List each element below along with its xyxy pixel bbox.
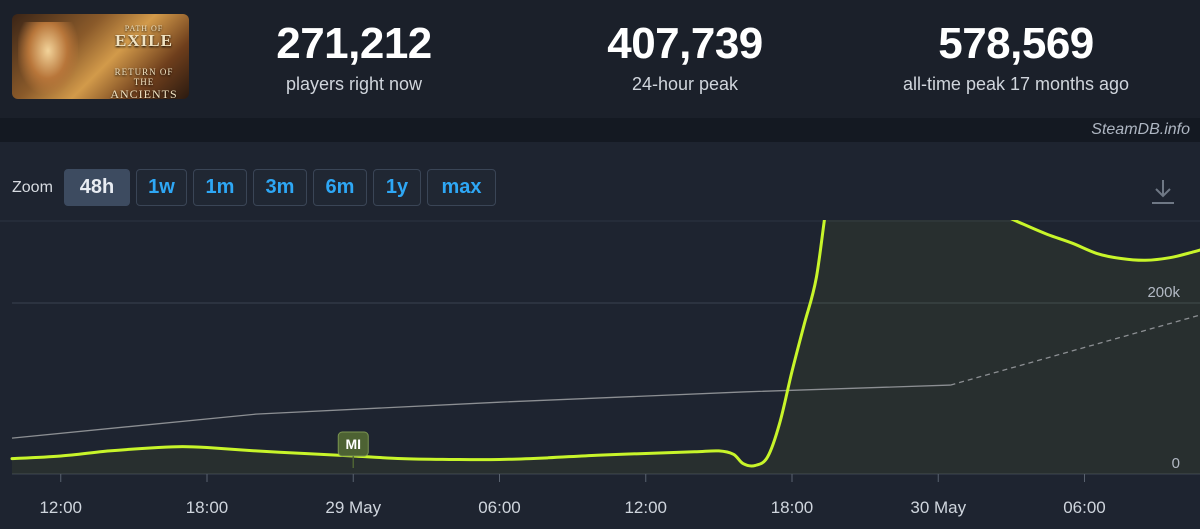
zoom-button-6m[interactable]: 6m bbox=[313, 169, 367, 206]
logo-line-3: RETURN OF THE bbox=[114, 67, 174, 87]
x-tick-label: 29 May bbox=[325, 498, 381, 517]
y-tick-label: 0 bbox=[1172, 455, 1180, 472]
stat-all-time-peak: 578,569 all-time peak 17 months ago bbox=[880, 20, 1152, 95]
x-tick-label: 30 May bbox=[910, 498, 966, 517]
cover-figure bbox=[18, 22, 78, 94]
stat-label: players right now bbox=[285, 74, 423, 94]
x-tick-label: 06:00 bbox=[478, 498, 521, 517]
chart-annotations: MI bbox=[337, 431, 369, 468]
chart-y-axis: 0200k400k bbox=[1147, 284, 1180, 472]
stat-label: 24-hour peak bbox=[631, 74, 739, 94]
chart-grid bbox=[12, 302, 1200, 475]
credit-strip: SteamDB.info bbox=[0, 118, 1200, 142]
zoom-button-1w[interactable]: 1w bbox=[136, 169, 187, 206]
series-area-fill bbox=[12, 220, 1200, 474]
stat-label: all-time peak 17 months ago bbox=[902, 74, 1130, 94]
download-icon[interactable] bbox=[1150, 178, 1176, 206]
stat-value: 271,212 bbox=[276, 19, 432, 68]
zoom-button-3m[interactable]: 3m bbox=[253, 169, 307, 206]
stats-header: PATH OF EXILE RETURN OF THE ANCIENTS 271… bbox=[0, 0, 1200, 118]
cover-logo: PATH OF EXILE RETURN OF THE ANCIENTS bbox=[104, 24, 184, 99]
logo-line-1: PATH OF bbox=[124, 24, 164, 33]
steamdb-credit[interactable]: SteamDB.info bbox=[1091, 121, 1190, 138]
stat-current-players: 271,212 players right now bbox=[254, 20, 454, 95]
chart-series bbox=[10, 220, 1200, 474]
zoom-button-1m[interactable]: 1m bbox=[193, 169, 247, 206]
x-tick-label: 12:00 bbox=[624, 498, 667, 517]
stat-value: 407,739 bbox=[607, 19, 763, 68]
series-comparison-line bbox=[11, 384, 951, 439]
marker-label: MI bbox=[345, 436, 361, 452]
x-tick-label: 18:00 bbox=[771, 498, 814, 517]
series-comparison-dashed bbox=[950, 314, 1200, 386]
chart-x-axis: 12:00 18:00 29 May 06:00 12:00 18:00 30 May 06:… bbox=[39, 474, 1106, 517]
player-count-chart[interactable]: 12:00 18:00 29 May 06:00 12:00 18:00 30 May 06:… bbox=[0, 220, 1200, 529]
game-cover-image[interactable]: PATH OF EXILE RETURN OF THE ANCIENTS bbox=[12, 14, 189, 99]
stat-24h-peak: 407,739 24-hour peak bbox=[565, 20, 805, 95]
zoom-button-max[interactable]: max bbox=[427, 169, 496, 206]
zoom-button-48h[interactable]: 48h bbox=[64, 169, 130, 206]
x-tick-label: 18:00 bbox=[186, 498, 229, 517]
logo-line-2: EXILE bbox=[115, 31, 173, 50]
zoom-button-1y[interactable]: 1y bbox=[373, 169, 421, 206]
logo-line-4: ANCIENTS bbox=[110, 87, 178, 99]
x-tick-label: 06:00 bbox=[1063, 498, 1106, 517]
marker-badge bbox=[337, 431, 369, 457]
y-tick-label: 200k bbox=[1147, 284, 1180, 301]
stat-value: 578,569 bbox=[938, 19, 1094, 68]
zoom-label: Zoom bbox=[12, 179, 53, 196]
x-tick-label: 12:00 bbox=[39, 498, 82, 517]
